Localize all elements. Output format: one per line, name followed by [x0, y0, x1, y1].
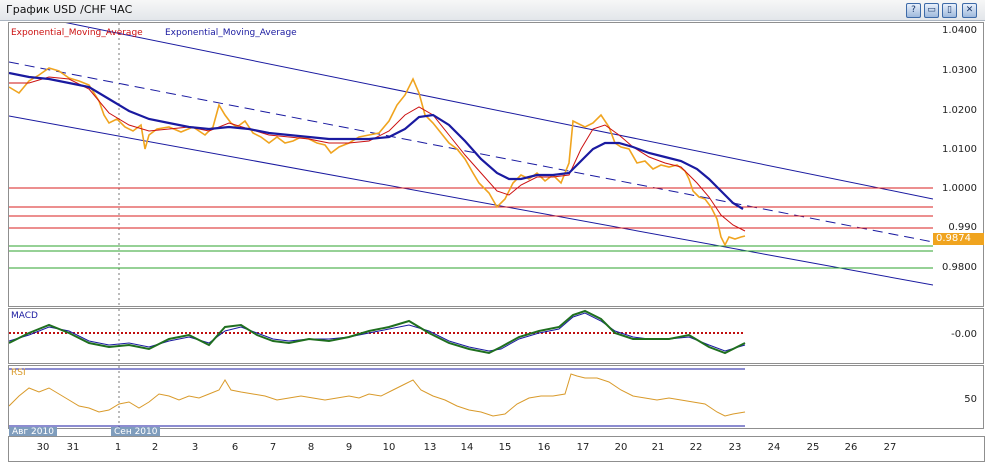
help-button[interactable]: ?: [906, 3, 921, 18]
time-tick: 20: [614, 442, 628, 453]
channel-upper-line: [65, 23, 933, 200]
time-tick: 3: [191, 442, 199, 453]
time-tick: 8: [307, 442, 315, 453]
time-tick: 21: [651, 442, 665, 453]
time-tick: 7: [269, 442, 277, 453]
minimize-button[interactable]: ▭: [924, 3, 939, 18]
rsi-line: [9, 373, 746, 417]
title-bar: График USD /CHF ЧАС ? ▭ ▯ ✕: [0, 0, 985, 21]
price-series-line: [9, 67, 746, 247]
time-tick: 15: [498, 442, 512, 453]
time-tick: 16: [537, 442, 551, 453]
macd-line: [9, 309, 746, 355]
rsi-label: RSI: [11, 368, 26, 378]
time-tick: 10: [382, 442, 396, 453]
rsi-svg: [9, 366, 746, 428]
macd-label: MACD: [11, 311, 38, 321]
price-tick: 0.9800: [942, 262, 977, 273]
channel-middle-line: [9, 61, 933, 243]
time-tick: 6: [231, 442, 239, 453]
rsi-panel[interactable]: RSI: [8, 365, 934, 429]
price-tick: 1.0000: [942, 183, 977, 194]
time-tick: 17: [576, 442, 590, 453]
macd-panel[interactable]: MACD: [8, 308, 934, 364]
price-tick: 1.0200: [942, 105, 977, 116]
time-tick: 31: [66, 442, 80, 453]
time-tick: 26: [844, 442, 858, 453]
macd-signal-line: [9, 312, 746, 352]
legend-ema-fast: Exponential_Moving_Average: [11, 28, 143, 38]
price-axis: 1.0400 1.0300 1.0200 1.0100 1.0000 0.990…: [933, 22, 984, 307]
macd-tick: -0.00: [951, 329, 977, 340]
time-tick: 30: [36, 442, 50, 453]
window-title: График USD /CHF ЧАС: [6, 3, 133, 16]
price-chart-svg: [9, 23, 933, 306]
time-tick: 14: [460, 442, 474, 453]
macd-axis: -0.00: [933, 308, 984, 364]
time-tick: 22: [689, 442, 703, 453]
ema-slow-line: [9, 71, 744, 210]
current-price-label: 0.9874: [933, 233, 984, 245]
time-tick: 13: [423, 442, 437, 453]
price-tick: 1.0400: [942, 25, 977, 36]
month-tag-sep: Сен 2010: [111, 427, 161, 438]
close-button[interactable]: ✕: [962, 3, 977, 18]
time-tick: 9: [345, 442, 353, 453]
rsi-tick: 50: [964, 394, 977, 405]
price-tick: 0.990: [948, 222, 977, 233]
legend-ema-slow: Exponential_Moving_Average: [165, 28, 297, 38]
time-tick: 27: [883, 442, 897, 453]
channel-lower-line: [9, 115, 933, 286]
time-axis: 30 31 1 2 3 6 7 8 9 10 13 14 15 16 17 20…: [8, 436, 985, 462]
price-tick: 1.0100: [942, 144, 977, 155]
month-tag-aug: Авг 2010: [9, 427, 57, 438]
price-tick: 1.0300: [942, 65, 977, 76]
rsi-axis: 50: [933, 365, 984, 429]
price-chart-panel[interactable]: Exponential_Moving_Average Exponential_M…: [8, 22, 934, 307]
maximize-button[interactable]: ▯: [942, 3, 957, 18]
time-tick: 23: [728, 442, 742, 453]
time-tick: 25: [806, 442, 820, 453]
time-tick: 2: [151, 442, 159, 453]
macd-svg: [9, 309, 746, 363]
time-tick: 1: [114, 442, 122, 453]
time-tick: 24: [767, 442, 781, 453]
